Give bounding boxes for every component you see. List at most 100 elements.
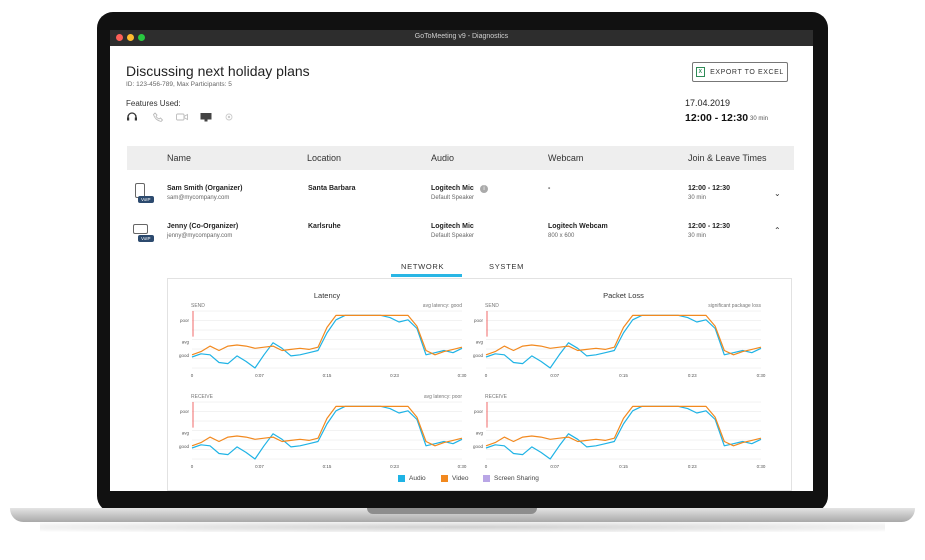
chevron-up-icon[interactable]: ⌃ <box>774 226 781 235</box>
y-tick-label: good <box>473 353 484 358</box>
legend-video-label: Video <box>452 475 469 482</box>
x-tick-label: 0:07 <box>550 464 559 469</box>
series-line-video <box>485 314 762 356</box>
col-name[interactable]: Name <box>167 153 192 163</box>
y-tick-label: good <box>179 353 190 358</box>
headset-icon <box>126 112 138 122</box>
chart-subtitle: SEND <box>191 303 205 309</box>
features-label: Features Used: <box>126 99 181 108</box>
tab-network[interactable]: NETWORK <box>401 262 445 271</box>
laptop-base <box>10 508 915 522</box>
video-camera-icon <box>176 112 188 122</box>
participant-audio-sub: Default Speaker <box>431 233 475 239</box>
legend-audio-label: Audio <box>409 475 426 482</box>
y-tick-label: good <box>179 444 190 449</box>
series-line-audio <box>191 314 463 369</box>
chart-subtitle: RECEIVE <box>485 394 508 400</box>
x-tick-label: 0:23 <box>688 464 697 469</box>
x-tick-label: 0 <box>485 373 488 378</box>
laptop-shadow <box>40 522 885 532</box>
screen-share-icon <box>200 112 212 122</box>
title-bar: GoToMeeting v9 - Diagnostics <box>110 30 813 46</box>
series-line-video <box>485 405 762 447</box>
chart-subtitle: RECEIVE <box>191 394 214 400</box>
participant-location: Karlsruhe <box>308 223 341 230</box>
meeting-duration: 30 min <box>750 116 769 122</box>
x-tick-label: 0:15 <box>619 373 628 378</box>
meeting-date: 17.04.2019 <box>685 98 731 108</box>
meeting-title: Discussing next holiday plans <box>126 63 310 79</box>
x-tick-label: 0:30 <box>757 373 766 378</box>
col-location[interactable]: Location <box>307 153 342 163</box>
x-tick-label: 0 <box>485 464 488 469</box>
participant-webcam-sub: 800 x 600 <box>548 233 575 239</box>
meeting-meta: ID: 123-456-789, Max Participants: 5 <box>126 81 232 88</box>
series-line-audio <box>485 314 762 369</box>
x-tick-label: 0:30 <box>757 464 766 469</box>
participant-webcam: Logitech Webcam <box>548 223 608 230</box>
voip-badge: VoIP <box>138 235 154 242</box>
chart-title: Packet Loss <box>603 291 644 300</box>
x-tick-label: 0:23 <box>390 464 399 469</box>
participant-times: 12:00 - 12:30 <box>688 223 731 230</box>
meeting-time: 12:00 - 12:30 <box>685 112 749 124</box>
participant-name: Jenny (Co-Organizer) <box>167 223 239 230</box>
x-tick-label: 0:30 <box>458 373 467 378</box>
chart-subtitle: SEND <box>485 303 499 309</box>
chart-annotation: avg latency: poor <box>424 394 462 400</box>
col-audio[interactable]: Audio <box>431 153 455 163</box>
col-join-leave[interactable]: Join & Leave Times <box>688 153 767 163</box>
legend-screen-sharing-label: Screen Sharing <box>494 475 539 482</box>
participant-location: Santa Barbara <box>308 185 356 192</box>
y-tick-label: avg <box>182 340 190 345</box>
series-line-audio <box>485 405 762 460</box>
legend-audio-swatch <box>398 475 405 482</box>
x-tick-label: 0:15 <box>323 464 332 469</box>
charts-panel <box>167 278 792 491</box>
laptop-icon <box>133 224 148 234</box>
phone-feature-icon <box>152 112 164 122</box>
active-tab-indicator <box>391 274 462 277</box>
x-tick-label: 0:15 <box>619 464 628 469</box>
y-tick-label: poor <box>474 409 484 414</box>
y-tick-label: avg <box>476 431 484 436</box>
chart-title: Latency <box>314 291 341 300</box>
participant-audio: Logitech Mic <box>431 185 474 192</box>
x-tick-label: 0:23 <box>688 373 697 378</box>
y-tick-label: avg <box>182 431 190 436</box>
info-icon[interactable]: i <box>480 185 488 193</box>
x-tick-label: 0:07 <box>550 373 559 378</box>
close-window-button[interactable] <box>116 34 123 41</box>
chart-annotation: significant package loss <box>708 303 761 309</box>
network-charts: Latency SEND avg latency: good poor avg good 0… <box>179 291 766 469</box>
export-to-excel-button[interactable]: X EXPORT TO EXCEL <box>692 62 788 82</box>
series-line-video <box>191 314 463 356</box>
export-label: EXPORT TO EXCEL <box>710 68 784 76</box>
x-tick-label: 0:15 <box>323 373 332 378</box>
participant-email: sam@mycompany.com <box>167 195 230 201</box>
x-tick-label: 0:30 <box>458 464 467 469</box>
x-tick-label: 0 <box>191 464 194 469</box>
voip-badge: VoIP <box>138 196 154 203</box>
y-tick-label: poor <box>474 318 484 323</box>
participant-email: jenny@mycompany.com <box>167 233 233 239</box>
series-line-video <box>191 405 463 447</box>
y-tick-label: poor <box>180 409 190 414</box>
participant-audio-sub: Default Speaker <box>431 195 475 201</box>
recording-icon <box>223 112 235 122</box>
y-tick-label: poor <box>180 318 190 323</box>
tab-system[interactable]: SYSTEM <box>489 262 525 271</box>
chevron-down-icon[interactable]: ⌄ <box>774 189 781 198</box>
app-window: GoToMeeting v9 - Diagnostics Discussing … <box>110 30 813 491</box>
legend-screen-sharing: Screen Sharing <box>483 475 539 482</box>
y-tick-label: good <box>473 444 484 449</box>
col-webcam[interactable]: Webcam <box>548 153 584 163</box>
maximize-window-button[interactable] <box>138 34 145 41</box>
x-tick-label: 0:07 <box>255 373 264 378</box>
minimize-window-button[interactable] <box>127 34 134 41</box>
series-line-audio <box>191 405 463 460</box>
excel-icon: X <box>696 67 706 77</box>
legend-audio: Audio <box>398 475 426 482</box>
legend-video: Video <box>441 475 469 482</box>
laptop-notch <box>367 508 537 514</box>
